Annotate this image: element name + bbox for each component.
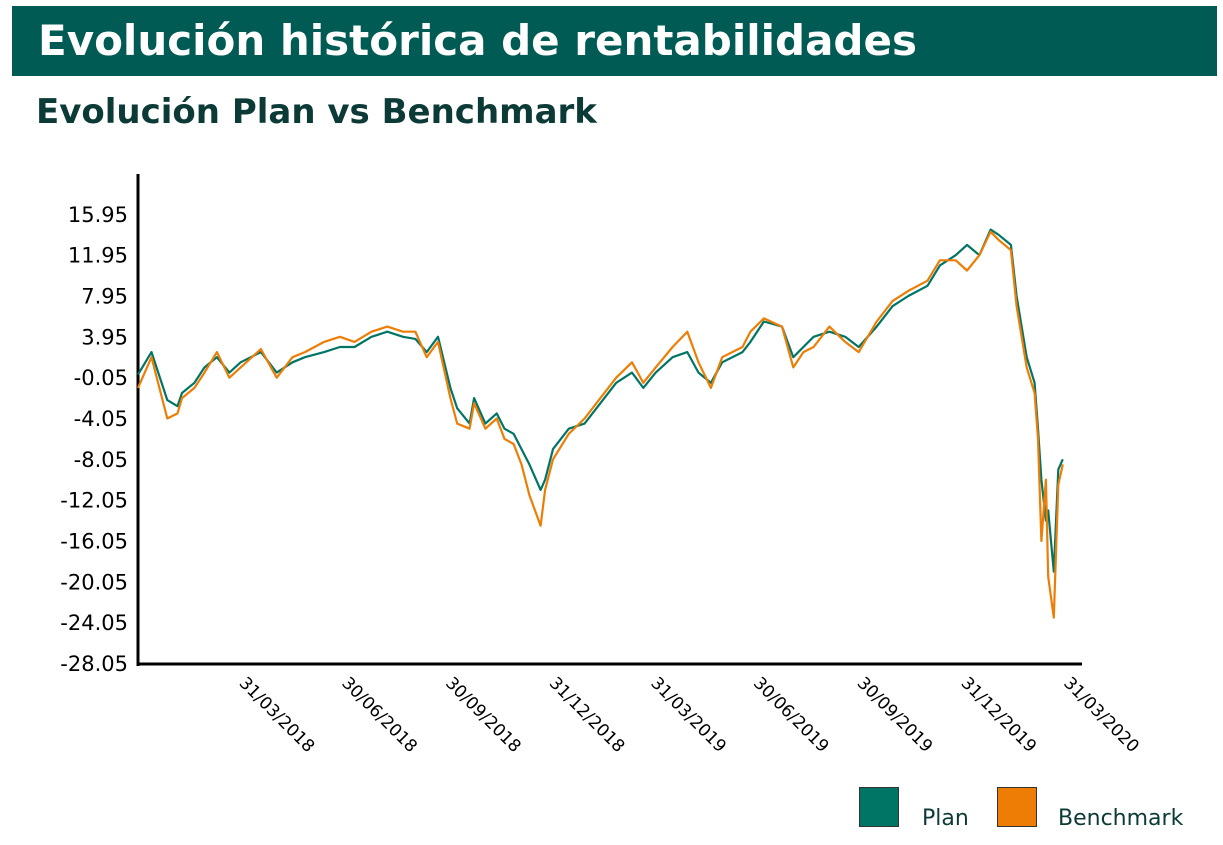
series-line-plan xyxy=(137,228,1064,573)
y-tick-label: -20.05 xyxy=(60,570,128,594)
series-line-benchmark xyxy=(136,230,1064,619)
x-axis: 31/03/2018 30/06/2018 30/09/2018 31/12/2018… xyxy=(137,662,1143,757)
x-tick-label: 30/06/2019 xyxy=(749,673,832,756)
legend-swatch-benchmark xyxy=(997,787,1037,827)
x-tick-label: 31/03/2019 xyxy=(647,673,730,756)
y-tick-label: -16.05 xyxy=(60,530,128,554)
x-tick-label: 30/06/2018 xyxy=(337,673,420,756)
x-tick-label: 30/09/2018 xyxy=(441,673,524,756)
series-group xyxy=(136,228,1064,619)
y-tick-label: -0.05 xyxy=(74,366,128,390)
y-tick-label: -28.05 xyxy=(60,652,128,676)
y-tick-label: 3.95 xyxy=(81,325,128,349)
legend-swatch-plan xyxy=(859,787,899,827)
x-tick-label: 31/03/2018 xyxy=(235,673,318,756)
y-tick-label: -4.05 xyxy=(74,407,128,431)
y-tick-label: 7.95 xyxy=(81,285,128,309)
y-tick-label: 11.95 xyxy=(68,244,128,268)
x-tick-label: 30/09/2019 xyxy=(853,673,936,756)
y-tick-label: -12.05 xyxy=(60,489,128,513)
x-tick-label: 31/03/2020 xyxy=(1059,673,1142,756)
y-tick-label: -8.05 xyxy=(74,448,128,472)
y-tick-label: 15.95 xyxy=(68,203,128,227)
legend-label-plan: Plan xyxy=(922,806,969,831)
chart-subtitle: Evolución Plan vs Benchmark xyxy=(36,92,597,132)
x-tick-label: 31/12/2018 xyxy=(545,673,628,756)
y-axis: 15.95 11.95 7.95 3.95 -0.05 -4.05 -8.05 -12.05 -… xyxy=(60,174,140,676)
title-banner: Evolución histórica de rentabilidades xyxy=(12,6,1217,76)
x-tick-label: 31/12/2019 xyxy=(957,673,1040,756)
page-title: Evolución histórica de rentabilidades xyxy=(38,16,917,65)
legend-label-benchmark: Benchmark xyxy=(1058,806,1184,831)
y-tick-label: -24.05 xyxy=(60,611,128,635)
